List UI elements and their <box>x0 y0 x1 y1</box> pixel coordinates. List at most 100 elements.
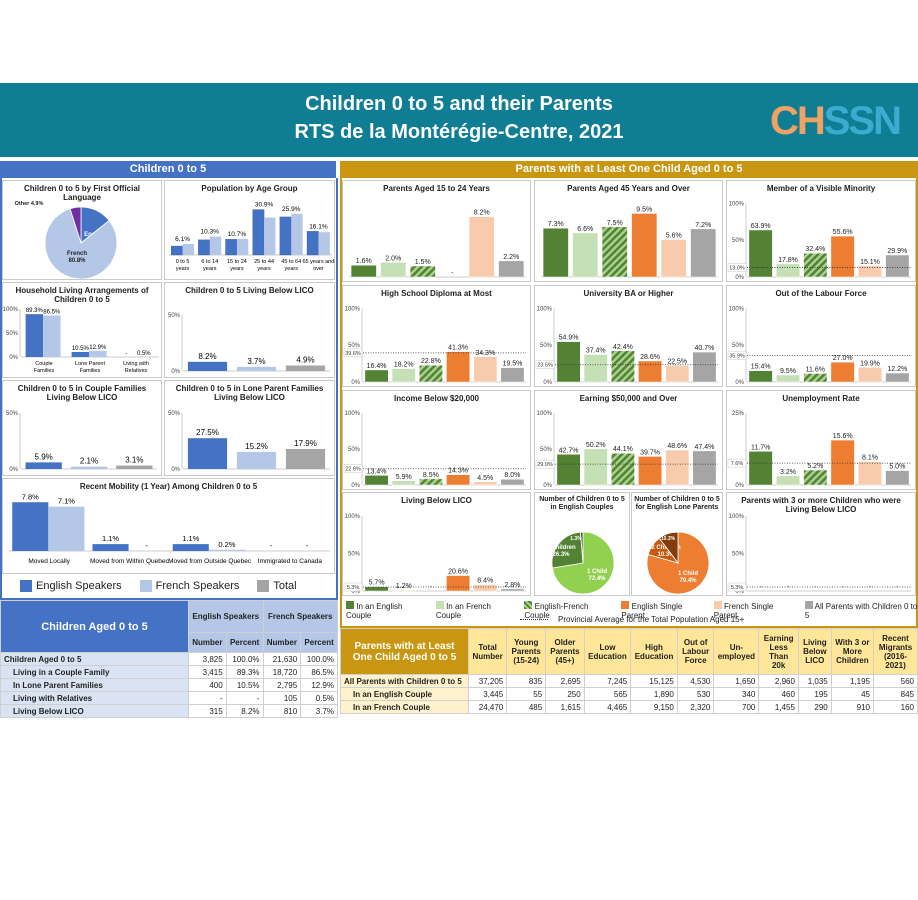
data-label: - <box>814 584 817 591</box>
axis-tick-label: 100% <box>729 201 745 207</box>
data-label: 12.9% <box>89 345 107 351</box>
slice-label: 10.3% <box>657 552 675 558</box>
legend-item: French Single Parent <box>713 601 795 620</box>
chart-title: Children 0 to 5 Living Below LICO <box>185 286 314 295</box>
bar <box>468 216 495 278</box>
table-cell: 2,695 <box>545 674 585 688</box>
chart-mobility: Recent Mobility (1 Year) Among Children … <box>2 478 335 574</box>
axis-tick-label: 50% <box>168 313 181 319</box>
table-col-header: Young Parents (15-24) <box>506 628 547 675</box>
table-cell: 1,035 <box>797 674 832 688</box>
chart-inc20: Income Below $20,000 100% 50% 0% 13.4% 5.9% 8.… <box>342 390 531 490</box>
reference-label: 5.3% <box>347 585 360 591</box>
table-cell: 835 <box>506 674 547 688</box>
data-label: 7.8% <box>22 492 39 501</box>
data-label: - <box>896 584 899 591</box>
data-label: 15.2% <box>245 442 268 451</box>
bar <box>391 368 416 383</box>
table-cell: 2,960 <box>758 674 799 688</box>
table-cell: 9,150 <box>630 700 678 714</box>
reference-label: 35.9% <box>729 354 745 360</box>
chart-title: Parents with 3 or more Children who were… <box>741 496 901 514</box>
row-label: In an English Couple <box>340 687 469 701</box>
reference-box <box>535 459 555 469</box>
data-label: 5.0% <box>889 464 905 471</box>
bar <box>198 239 210 256</box>
reference-box <box>343 348 363 358</box>
table-row: Living with Relatives - -105 0.5% <box>0 691 338 705</box>
table-cell: 55 <box>506 687 547 701</box>
page-title: Children 0 to 5 and their Parents <box>305 93 613 115</box>
data-label: 16.4% <box>367 363 387 370</box>
bar <box>291 213 303 255</box>
legend-label: French Single Parent <box>713 602 774 620</box>
data-label: 17.8% <box>778 257 798 264</box>
axis-tick-label: 50% <box>732 238 745 244</box>
bar <box>25 462 62 469</box>
data-label: 55.6% <box>833 229 853 236</box>
bar <box>364 475 389 486</box>
slice-label: 26.3% <box>552 552 570 558</box>
table-cell: 86.5% <box>300 665 338 679</box>
data-label: 86.5% <box>43 309 61 315</box>
category-label: Couple <box>35 361 52 367</box>
table-cell: 1,455 <box>758 700 799 714</box>
slice-label: 80.8% <box>68 258 86 264</box>
row-label: Living in a Couple Family <box>0 665 189 679</box>
table-row: Living in a Couple Family 3,415 89.3% 18,72… <box>0 665 338 679</box>
bar <box>306 231 319 256</box>
reference-label: 5.3% <box>731 585 744 591</box>
axis-tick-label: 50% <box>348 447 361 453</box>
pie-slice <box>44 208 118 279</box>
bar <box>665 449 690 486</box>
bar <box>748 229 773 278</box>
table-row: All Parents with Children 0 to 5 37,205 83… <box>340 674 918 688</box>
reference-box <box>727 351 747 360</box>
category-label: 65 years and <box>303 259 335 265</box>
data-label: 5.9% <box>35 452 53 461</box>
bar <box>748 451 773 486</box>
legend-label: Total <box>273 580 297 592</box>
table-cell: 460 <box>758 687 799 701</box>
legend-label: In an French Couple <box>435 602 491 620</box>
pie-slice <box>551 531 584 569</box>
axis-tick-label: 25% <box>732 411 745 417</box>
data-label: 32.4% <box>805 246 825 253</box>
axis-tick-label: 0% <box>351 380 360 386</box>
data-label: 0.2% <box>218 540 235 549</box>
bar <box>364 369 389 383</box>
table-cell: 12.9% <box>300 678 338 692</box>
table-title: Children Aged 0 to 5 <box>0 600 189 653</box>
axis-tick-label: 0% <box>9 355 18 361</box>
data-label: - <box>787 584 790 591</box>
table-cell: 4,530 <box>676 674 715 688</box>
bar <box>48 506 85 551</box>
data-label: 10.3% <box>201 229 220 236</box>
table-col-header: Number <box>262 631 302 653</box>
bar <box>391 589 416 592</box>
data-label: 34.3% <box>475 350 495 357</box>
table-cell: 530 <box>676 687 715 701</box>
row-label: In an French Couple <box>340 700 469 714</box>
pie-slice <box>658 531 679 565</box>
reference-box <box>727 263 747 272</box>
bar <box>572 232 599 278</box>
data-label: - <box>869 584 872 591</box>
table-col-header: High Education <box>630 628 678 675</box>
table-cell: 4,465 <box>583 700 632 714</box>
data-label: 11.7% <box>751 444 770 451</box>
data-label: 22.8% <box>421 358 441 365</box>
data-label: 27.5% <box>196 428 219 437</box>
data-label: - <box>145 541 148 550</box>
data-label: 42.4% <box>613 344 633 351</box>
reference-label: 29.0% <box>537 462 553 468</box>
bar <box>830 439 855 486</box>
legend-item: English Speakers <box>20 580 122 592</box>
bar <box>775 374 801 383</box>
legend-item: In an English Couple <box>346 601 426 620</box>
chart-title: Number of Children 0 to 5 in English Cou… <box>539 496 625 511</box>
bar <box>885 470 910 486</box>
right-section-title: Parents with at Least One Child Aged 0 t… <box>340 161 918 178</box>
data-label: 5.6% <box>666 233 682 240</box>
category-label: Moved from Outside Quebec <box>168 558 252 565</box>
